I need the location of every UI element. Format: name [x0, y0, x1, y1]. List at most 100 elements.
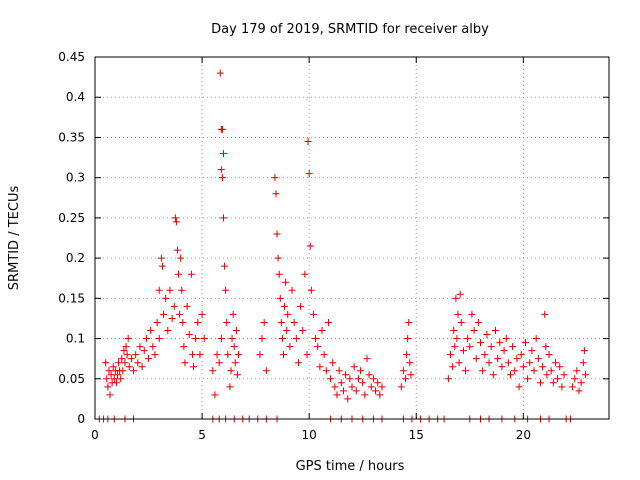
- data-point: [359, 379, 367, 387]
- data-point: [404, 335, 412, 343]
- data-point: [489, 371, 497, 379]
- data-point: [110, 375, 118, 383]
- data-point: [120, 347, 128, 355]
- data-point: [397, 383, 405, 391]
- data-point: [103, 375, 111, 383]
- data-point: [447, 351, 455, 359]
- data-point: [352, 387, 360, 395]
- data-point: [577, 379, 585, 387]
- data-point: [369, 375, 377, 383]
- data-point: [337, 379, 345, 387]
- data-point: [178, 286, 186, 294]
- data-point: [281, 302, 289, 310]
- data-point: [470, 327, 478, 335]
- data-point: [258, 335, 266, 343]
- data-point: [222, 286, 230, 294]
- x-tick-label: 5: [198, 428, 206, 442]
- y-tick-label: 0.45: [58, 50, 85, 64]
- data-point: [170, 302, 178, 310]
- data-point: [105, 367, 113, 375]
- data-point: [504, 359, 512, 367]
- data-point: [190, 363, 198, 371]
- data-point: [294, 359, 302, 367]
- data-point: [327, 375, 335, 383]
- data-point: [136, 343, 144, 351]
- data-point: [138, 363, 146, 371]
- y-tick-label: 0.25: [58, 211, 85, 225]
- data-point: [464, 335, 472, 343]
- data-point: [457, 318, 465, 326]
- data-point: [515, 383, 523, 391]
- data-point: [324, 318, 332, 326]
- data-point: [140, 347, 148, 355]
- data-point: [220, 150, 227, 158]
- data-point: [218, 125, 226, 133]
- data-point: [228, 335, 236, 343]
- data-point: [279, 351, 287, 359]
- data-point: [314, 343, 322, 351]
- data-point: [322, 367, 330, 375]
- data-point: [526, 359, 534, 367]
- plot-frame: [94, 56, 610, 420]
- data-point: [543, 371, 551, 379]
- data-point: [119, 367, 127, 375]
- data-point: [107, 371, 115, 379]
- data-point: [180, 343, 188, 351]
- data-point: [227, 367, 235, 375]
- data-point: [536, 379, 544, 387]
- data-point: [481, 351, 489, 359]
- data-point: [216, 69, 224, 77]
- data-point: [530, 367, 538, 375]
- y-tick-label: 0: [77, 412, 85, 426]
- data-point: [162, 294, 170, 302]
- data-point: [580, 347, 588, 355]
- y-tick-label: 0.2: [66, 251, 85, 265]
- data-point: [454, 310, 462, 318]
- data-point: [511, 367, 519, 375]
- data-point: [575, 387, 583, 395]
- data-point: [406, 359, 414, 367]
- data-point: [378, 383, 386, 391]
- data-point: [233, 371, 241, 379]
- data-point: [472, 355, 480, 363]
- data-point: [579, 359, 587, 367]
- data-point: [320, 351, 328, 359]
- data-point: [477, 339, 484, 347]
- data-point: [329, 359, 337, 367]
- data-point: [153, 318, 161, 326]
- data-point: [365, 371, 373, 379]
- x-tick-label: 10: [302, 428, 317, 442]
- data-point: [118, 355, 126, 363]
- data-point: [124, 335, 132, 343]
- data-point: [155, 286, 163, 294]
- data-point: [147, 327, 155, 335]
- data-point: [277, 318, 285, 326]
- data-point: [209, 367, 217, 375]
- data-point: [155, 335, 163, 343]
- data-point: [231, 359, 239, 367]
- data-point: [262, 367, 270, 375]
- data-point: [451, 343, 459, 351]
- data-point: [462, 367, 470, 375]
- data-point: [367, 383, 375, 391]
- data-point: [160, 310, 168, 318]
- data-point: [176, 310, 184, 318]
- data-point: [509, 343, 517, 351]
- x-tick-label: 15: [409, 428, 424, 442]
- data-point: [224, 351, 232, 359]
- data-point: [309, 310, 317, 318]
- data-point: [348, 383, 356, 391]
- data-point: [149, 343, 157, 351]
- data-point: [158, 262, 166, 270]
- data-point: [346, 375, 354, 383]
- y-tick-label: 0.15: [58, 291, 85, 305]
- data-point: [217, 166, 225, 174]
- data-point: [173, 246, 181, 254]
- data-point: [181, 359, 189, 367]
- data-point: [479, 367, 487, 375]
- data-point: [104, 383, 112, 391]
- data-point: [232, 327, 240, 335]
- y-tick-label: 0.35: [58, 130, 85, 144]
- data-point: [142, 335, 150, 343]
- data-point: [496, 339, 504, 347]
